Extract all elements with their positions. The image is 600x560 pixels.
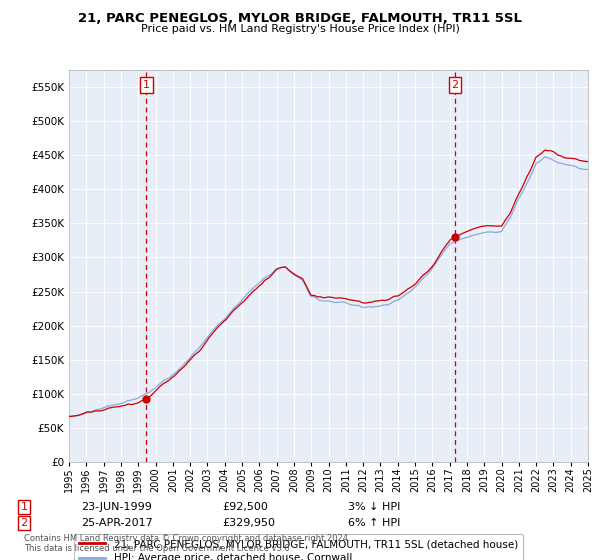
Text: 6% ↑ HPI: 6% ↑ HPI (348, 518, 400, 528)
Text: Price paid vs. HM Land Registry's House Price Index (HPI): Price paid vs. HM Land Registry's House … (140, 24, 460, 34)
Text: 2: 2 (20, 518, 28, 528)
Text: 1: 1 (20, 502, 28, 512)
Text: 2: 2 (451, 80, 458, 90)
Text: £329,950: £329,950 (222, 518, 275, 528)
Text: 1: 1 (143, 80, 150, 90)
Legend: 21, PARC PENEGLOS, MYLOR BRIDGE, FALMOUTH, TR11 5SL (detached house), HPI: Avera: 21, PARC PENEGLOS, MYLOR BRIDGE, FALMOUT… (74, 534, 523, 560)
Text: 25-APR-2017: 25-APR-2017 (81, 518, 153, 528)
Text: Contains HM Land Registry data © Crown copyright and database right 2024.
This d: Contains HM Land Registry data © Crown c… (24, 534, 350, 553)
Text: 3% ↓ HPI: 3% ↓ HPI (348, 502, 400, 512)
Text: £92,500: £92,500 (222, 502, 268, 512)
Text: 21, PARC PENEGLOS, MYLOR BRIDGE, FALMOUTH, TR11 5SL: 21, PARC PENEGLOS, MYLOR BRIDGE, FALMOUT… (78, 12, 522, 25)
Text: 23-JUN-1999: 23-JUN-1999 (81, 502, 152, 512)
